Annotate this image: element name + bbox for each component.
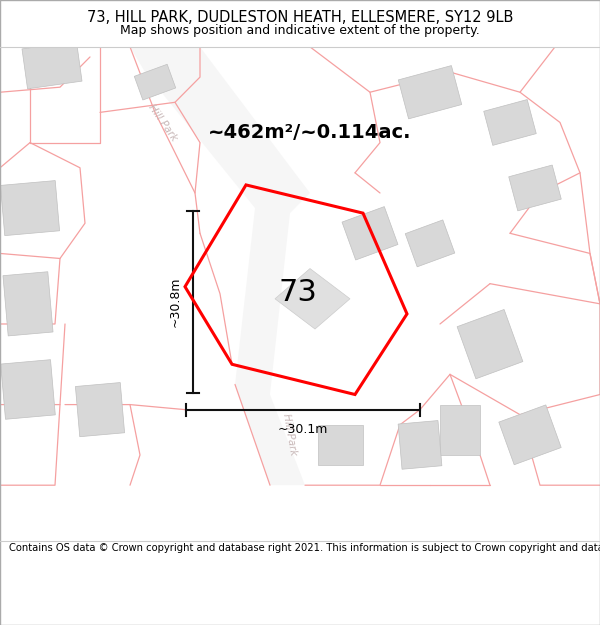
Polygon shape <box>398 66 462 119</box>
Polygon shape <box>76 382 125 437</box>
Polygon shape <box>317 425 362 465</box>
Text: Hill Park: Hill Park <box>281 413 299 457</box>
Text: ~30.1m: ~30.1m <box>278 423 328 436</box>
Polygon shape <box>275 269 350 329</box>
Polygon shape <box>499 405 561 465</box>
Polygon shape <box>484 99 536 146</box>
Text: 73, HILL PARK, DUDLESTON HEATH, ELLESMERE, SY12 9LB: 73, HILL PARK, DUDLESTON HEATH, ELLESMER… <box>87 10 513 25</box>
Polygon shape <box>342 207 398 260</box>
Text: Map shows position and indicative extent of the property.: Map shows position and indicative extent… <box>120 24 480 36</box>
Polygon shape <box>1 181 59 236</box>
Polygon shape <box>440 404 480 455</box>
Text: ~462m²/~0.114ac.: ~462m²/~0.114ac. <box>208 123 412 142</box>
Text: 73: 73 <box>278 278 317 308</box>
Polygon shape <box>405 220 455 267</box>
Polygon shape <box>134 64 176 100</box>
Polygon shape <box>130 47 310 485</box>
Polygon shape <box>509 165 561 211</box>
Polygon shape <box>398 421 442 469</box>
Text: Hill Park: Hill Park <box>147 102 179 142</box>
Polygon shape <box>457 309 523 379</box>
Polygon shape <box>22 41 82 89</box>
Text: ~30.8m: ~30.8m <box>169 276 182 327</box>
Text: Contains OS data © Crown copyright and database right 2021. This information is : Contains OS data © Crown copyright and d… <box>9 543 600 553</box>
Polygon shape <box>3 272 53 336</box>
Polygon shape <box>1 359 55 419</box>
